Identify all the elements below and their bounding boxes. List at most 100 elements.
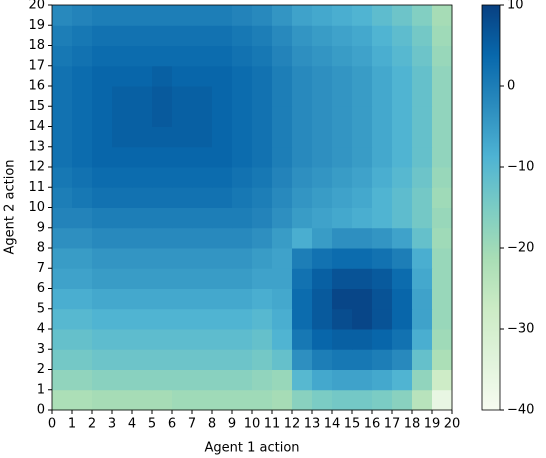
heatmap-cell [172,248,193,269]
heatmap-cell [172,167,193,188]
heatmap-cell [292,126,313,148]
heatmap-cell [412,126,433,148]
heatmap-cell [112,146,133,168]
heatmap-cell [352,65,373,87]
heatmap-cell [72,45,93,67]
heatmap-cell [292,227,313,249]
heatmap-cell [232,268,253,289]
x-tick-label: 4 [128,417,136,432]
heatmap-cell [352,106,373,127]
heatmap-cell [172,288,193,310]
heatmap-cell [232,248,253,269]
heatmap-cell [372,187,393,208]
heatmap-cell [292,207,313,229]
heatmap-cell [412,248,433,269]
heatmap-cell [52,126,73,148]
heatmap-cell [412,369,433,391]
heatmap-cell [272,308,293,330]
heatmap-cell [72,65,93,87]
heatmap-cell [292,349,313,370]
heatmap-cell [132,106,153,127]
heatmap-cell [112,369,133,391]
heatmap-cell [392,126,413,148]
y-tick-label: 9 [37,220,45,235]
heatmap-cell [212,126,233,148]
heatmap-cell [392,207,413,229]
heatmap-cell [112,288,133,310]
heatmap-cell [212,187,233,208]
heatmap-cell [152,268,173,289]
heatmap-cell [312,65,333,87]
heatmap-cell [192,389,213,411]
heatmap-cell [52,106,73,127]
heatmap-cell [232,126,253,148]
heatmap-cell [372,167,393,188]
heatmap-cell [332,207,353,229]
heatmap-cell [172,5,193,26]
heatmap-cell [212,25,233,46]
heatmap-cell [312,146,333,168]
heatmap-cell [72,227,93,249]
x-tick-label: 18 [404,417,421,432]
heatmap-cell [312,288,333,310]
heatmap-cell [192,268,213,289]
heatmap-cell [52,308,73,330]
heatmap-cell [212,308,233,330]
heatmap-cell [252,308,273,330]
heatmap-cell [132,349,153,370]
heatmap-cell [52,329,73,350]
heatmap-cell [72,167,93,188]
heatmap-cell [372,65,393,87]
heatmap-cell [312,86,333,107]
heatmap-cell [92,288,113,310]
heatmap-cell [92,5,113,26]
heatmap-cell [52,268,73,289]
heatmap-cell [272,389,293,411]
heatmap-cell [52,25,73,46]
heatmap-cell [272,268,293,289]
heatmap-cell [292,248,313,269]
heatmap-cell [312,106,333,127]
heatmap-cell [252,126,273,148]
x-tick-label: 5 [148,417,156,432]
heatmap-cell [152,167,173,188]
heatmap-cell [52,227,73,249]
heatmap-cell [192,5,213,26]
y-tick-label: 3 [37,342,45,357]
heatmap-cell [72,207,93,229]
heatmap-cell [432,308,453,330]
heatmap-cell [352,5,373,26]
heatmap-cell [432,268,453,289]
heatmap-cell [72,369,93,391]
heatmap-cell [312,268,333,289]
heatmap-cell [352,167,373,188]
heatmap-cell [132,187,153,208]
heatmap-cell [232,207,253,229]
heatmap-cell [332,349,353,370]
heatmap-cell [112,106,133,127]
heatmap-cell [312,308,333,330]
heatmap-cell [272,45,293,67]
heatmap-cell [252,167,273,188]
heatmap-cell [432,167,453,188]
heatmap-cell [392,5,413,26]
heatmap-cell [332,126,353,148]
heatmap-cell [312,227,333,249]
heatmap-cell [372,389,393,411]
heatmap-cell [332,329,353,350]
heatmap-cell [412,308,433,330]
heatmap-cell [292,45,313,67]
heatmap-cell [312,349,333,370]
heatmap-cell [132,369,153,391]
heatmap-cell [352,45,373,67]
heatmap-cell [292,106,313,127]
heatmap-cell [112,329,133,350]
colorbar-tick-label: −20 [507,241,534,256]
heatmap-cell [312,167,333,188]
heatmap-cell [412,187,433,208]
heatmap-cell [112,248,133,269]
heatmap-cell [232,349,253,370]
heatmap-cell [292,167,313,188]
heatmap-cell [392,227,413,249]
heatmap-cell [132,389,153,411]
